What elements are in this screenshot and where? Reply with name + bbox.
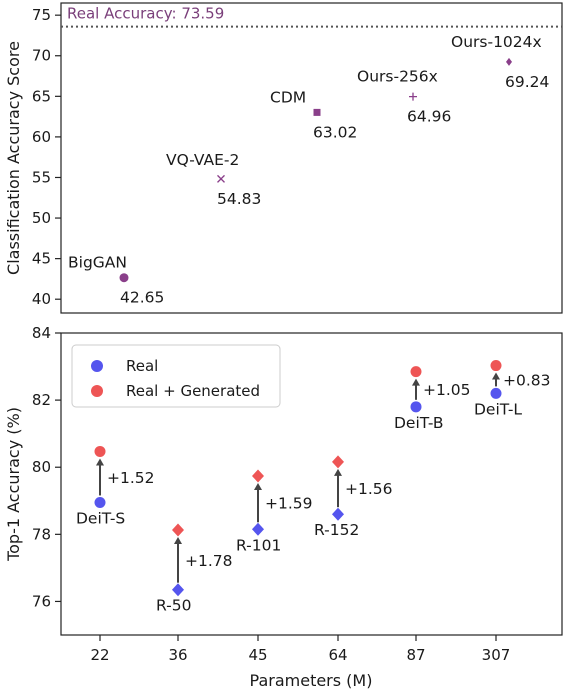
model-deit-s-generated-marker [94, 445, 106, 457]
legend-label-real-generated: Real + Generated [126, 382, 260, 400]
point-biggan-marker [119, 273, 129, 283]
y-tick-label: 50 [32, 209, 51, 227]
point-ours-256x-value: 64.96 [407, 108, 451, 126]
y-tick-label: 60 [32, 128, 51, 146]
model-deit-l-arrow-head [492, 372, 500, 380]
model-deit-b-arrow-head [412, 378, 420, 386]
bottom-chart: 76 78 80 82 84 22 36 45 64 87 307 +1.52 DeiT-S +1.7… [4, 324, 563, 690]
model-deit-b-gain-label: +1.05 [423, 381, 471, 399]
legend: Real Real + Generated [71, 344, 281, 408]
y-tick-label: 45 [32, 250, 51, 268]
model-r-152-generated-marker [332, 455, 344, 469]
bottom-plot-frame [60, 332, 563, 636]
point-vq-vae-2-name: VQ-VAE-2 [166, 151, 239, 169]
point-ours-1024x-marker [506, 57, 512, 66]
point-biggan-name: BigGAN [68, 254, 127, 272]
point-cdm-marker [313, 108, 321, 116]
y-tick-label: 80 [32, 458, 51, 476]
x-tick-label: 87 [406, 646, 425, 664]
model-deit-l-gain-label: +0.83 [503, 371, 551, 389]
model-deit-b-real-marker [410, 401, 422, 413]
model-r-101-arrow-head [254, 482, 262, 490]
y-tick-label: 76 [32, 592, 51, 610]
point-biggan-value: 42.65 [120, 289, 164, 307]
model-r-101-name-label: R-101 [236, 536, 281, 554]
point-cdm-value: 63.02 [313, 123, 357, 141]
x-tick-label: 22 [90, 646, 109, 664]
model-deit-l-name-label: DeiT-L [474, 400, 522, 418]
point-ours-1024x-value: 69.24 [505, 73, 549, 91]
model-r-50-generated-marker [172, 523, 184, 537]
model-r-50-real-marker [172, 583, 184, 597]
y-tick-label: 84 [32, 324, 51, 342]
x-tick-label: 45 [248, 646, 267, 664]
bottom-x-ticks: 22 36 45 64 87 307 [90, 635, 510, 664]
model-deit-s-real-marker [94, 496, 106, 508]
bottom-y-axis-label: Top-1 Accuracy (%) [4, 407, 23, 562]
point-ours-256x-marker [409, 92, 417, 101]
model-r-50-name-label: R-50 [156, 597, 191, 615]
model-deit-l-generated-marker [490, 360, 502, 372]
model-deit-s-arrow-head [96, 458, 104, 466]
model-r-152-arrow-head [334, 468, 342, 476]
model-r-101-real-marker [252, 522, 264, 536]
model-r-152-real-marker [332, 507, 344, 521]
x-tick-label: 36 [168, 646, 187, 664]
x-tick-label: 307 [482, 646, 511, 664]
y-tick-label: 78 [32, 525, 51, 543]
model-deit-l-real-marker [490, 387, 502, 399]
bottom-points: +1.52 DeiT-S +1.78 R-50 +1.59 R-101 +1.56 R-152… [76, 360, 551, 615]
model-r-50-gain-label: +1.78 [185, 552, 233, 570]
legend-marker-real [91, 360, 103, 372]
top-y-ticks: 40 45 50 55 60 65 70 75 [32, 6, 61, 308]
y-tick-label: 40 [32, 290, 51, 308]
x-tick-label: 64 [328, 646, 347, 664]
top-plot-frame [60, 2, 563, 314]
top-y-axis-label: Classification Accuracy Score [4, 41, 23, 275]
y-tick-label: 75 [32, 6, 51, 24]
model-deit-b-name-label: DeiT-B [394, 414, 444, 432]
point-vq-vae-2-value: 54.83 [217, 190, 261, 208]
model-r-101-generated-marker [252, 469, 264, 483]
model-deit-b-generated-marker [410, 366, 422, 378]
point-cdm-name: CDM [270, 88, 306, 106]
top-points: BigGAN 42.65 VQ-VAE-2 54.83 CDM 63.02 Ours-256… [68, 33, 549, 307]
real-accuracy-label: Real Accuracy: 73.59 [67, 5, 224, 23]
model-r-101-gain-label: +1.59 [265, 495, 313, 513]
model-r-152-gain-label: +1.56 [345, 480, 393, 498]
y-tick-label: 65 [32, 87, 51, 105]
model-r-50-arrow-head [174, 536, 182, 544]
point-vq-vae-2-marker [217, 174, 225, 183]
point-ours-1024x-name: Ours-1024x [451, 33, 542, 51]
bottom-y-ticks: 76 78 80 82 84 [32, 324, 61, 610]
top-chart: Real Accuracy: 73.59 40 45 50 55 60 65 70 75 Bi… [4, 2, 563, 314]
y-tick-label: 82 [32, 391, 51, 409]
model-deit-s-gain-label: +1.52 [107, 469, 155, 487]
legend-label-real: Real [126, 357, 158, 375]
bottom-x-axis-label: Parameters (M) [250, 671, 373, 690]
model-r-152-name-label: R-152 [314, 521, 359, 539]
legend-box [71, 344, 281, 408]
model-deit-s-name-label: DeiT-S [76, 509, 125, 527]
y-tick-label: 70 [32, 47, 51, 65]
legend-marker-real-generated [91, 385, 103, 397]
point-ours-256x-name: Ours-256x [357, 68, 438, 86]
y-tick-label: 55 [32, 168, 51, 186]
